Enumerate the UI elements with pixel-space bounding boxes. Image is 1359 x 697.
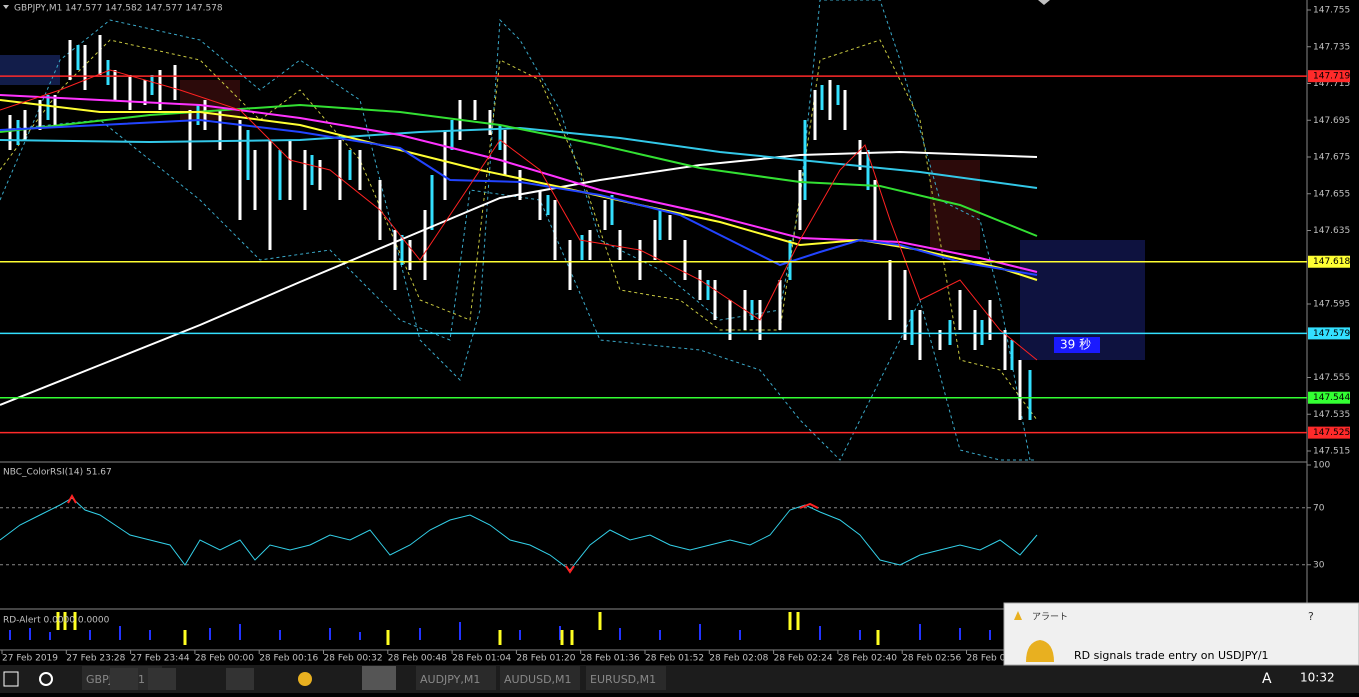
- price-tick-label: 147.695: [1313, 116, 1350, 126]
- ma-white: [0, 150, 1038, 406]
- chart-tab[interactable]: [416, 666, 496, 690]
- rsi-title: NBC_ColorRSI(14) 51.67: [3, 468, 112, 478]
- price-tick-label: 147.595: [1313, 300, 1350, 310]
- chart-tab[interactable]: [586, 666, 666, 690]
- start-button[interactable]: [3, 671, 19, 687]
- time-label: 28 Feb 02:24: [774, 654, 833, 664]
- time-label: 28 Feb 02:40: [838, 654, 897, 664]
- alert-message: RD signals trade entry on USDJPY/1: [1074, 649, 1269, 662]
- rsi-tick-label: 70: [1313, 503, 1325, 513]
- time-label: 28 Feb 00:32: [324, 654, 383, 664]
- time-label: 28 Feb 02:56: [902, 654, 961, 664]
- alert-help[interactable]: ?: [1308, 610, 1314, 623]
- price-level-tag: [1308, 70, 1350, 83]
- cloud: [0, 55, 60, 85]
- countdown-box: [1054, 337, 1100, 353]
- time-label: 28 Feb 00:16: [259, 654, 318, 664]
- price-level-label: 147.579: [1313, 329, 1350, 339]
- chart-tab-label: EURUSD,M1: [590, 673, 656, 686]
- time-label: 27 Feb 23:28: [66, 654, 125, 664]
- price-tick-label: 147.755: [1313, 6, 1350, 16]
- chart-tab-label: AUDJPY,M1: [420, 673, 480, 686]
- ma-blue: [0, 118, 1038, 276]
- chart-header: GBPJPY,M1 147.577 147.582 147.577 147.57…: [14, 4, 223, 14]
- chart-tab-label: AUDUSD,M1: [504, 673, 572, 686]
- price-levels: [0, 75, 1307, 434]
- rsi-overbought: [67, 493, 77, 504]
- header-arrow: [3, 5, 9, 9]
- price-tick-label: 147.535: [1313, 410, 1350, 420]
- time-label: 28 Feb 01:20: [516, 654, 575, 664]
- shift-marker: [1038, 0, 1050, 5]
- price-tick-label: 147.635: [1313, 226, 1350, 236]
- chart-tab[interactable]: [500, 666, 580, 690]
- ma-cyan: [0, 126, 1038, 189]
- rsi-overbought: [799, 502, 819, 509]
- bollinger-outer: [0, 0, 1031, 461]
- rsi-oversold: [565, 565, 575, 574]
- price-tick-label: 147.675: [1313, 153, 1350, 163]
- app-explorer[interactable]: [148, 668, 176, 690]
- price-tick-label: 147.735: [1313, 42, 1350, 52]
- rsi-axis: 100 70 30: [0, 461, 1330, 570]
- rsi-tick-label: 100: [1313, 461, 1330, 471]
- time-label: 28 Feb 00:48: [388, 654, 447, 664]
- price-axis: 147.755 147.735 147.715 147.695 147.675 147.6…: [1307, 6, 1350, 457]
- price-tick-label: 147.655: [1313, 189, 1350, 199]
- time-label: 28 Feb 02:08: [709, 654, 768, 664]
- app-chrome[interactable]: [298, 672, 312, 686]
- alert-icon: [1014, 611, 1022, 620]
- price-tick-label: 147.555: [1313, 373, 1350, 383]
- price-tick-label: 147.515: [1313, 447, 1350, 457]
- alert-popup: [1003, 602, 1359, 666]
- time-label: 28 Feb 01:52: [645, 654, 704, 664]
- countdown: 39 秒: [1060, 338, 1091, 352]
- clock: 10:32: [1300, 671, 1335, 685]
- time-axis: 27 Feb 2019 27 Feb 23:28 27 Feb 23:44 28 Fe…: [1, 650, 1015, 664]
- price-level-tag: [1308, 426, 1350, 439]
- price-tick-label: 147.715: [1313, 79, 1350, 89]
- price-level-label: 147.719: [1313, 72, 1350, 82]
- time-label: 27 Feb 23:44: [131, 654, 190, 664]
- bollinger-inner: [0, 39, 1038, 421]
- time-label: 28 Feb 01:36: [581, 654, 640, 664]
- price-level-label: 147.618: [1313, 257, 1350, 267]
- alert-title: アラート: [1032, 612, 1068, 623]
- taskbar: [0, 665, 1359, 693]
- app-gift[interactable]: [226, 668, 254, 690]
- price-level-label: 147.544: [1313, 393, 1350, 403]
- ma-red: [0, 69, 1038, 361]
- ime-indicator: A: [1262, 671, 1272, 687]
- ma-magenta: [0, 94, 1038, 273]
- search-button[interactable]: [39, 672, 53, 686]
- time-label: 28 Feb 03:: [967, 654, 1015, 664]
- app-xm[interactable]: [362, 666, 396, 690]
- app-edge[interactable]: [110, 668, 138, 690]
- price-level-tag: [1308, 391, 1350, 404]
- time-label: 27 Feb 2019: [2, 654, 58, 664]
- ma-green: [0, 103, 1038, 237]
- rsi-tick-label: 30: [1313, 560, 1325, 570]
- rd-alert-title: RD-Alert 0.0000 0.0000: [3, 616, 110, 626]
- time-label: 28 Feb 01:04: [452, 654, 511, 664]
- bell-icon: [1026, 640, 1054, 662]
- price-level-tag: [1308, 255, 1350, 268]
- price-level-tag: [1308, 327, 1350, 340]
- rsi-line: [0, 497, 1038, 571]
- price-level-label: 147.525: [1313, 428, 1350, 438]
- time-label: 28 Feb 00:00: [195, 654, 254, 664]
